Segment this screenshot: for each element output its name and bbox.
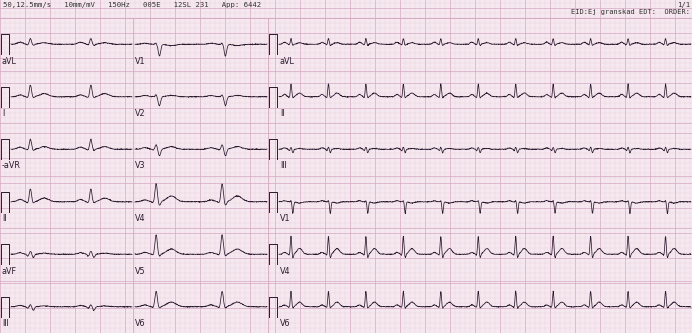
Text: II: II bbox=[280, 109, 284, 118]
Text: 1/1: 1/1 bbox=[677, 2, 690, 8]
Text: II: II bbox=[2, 214, 6, 223]
Text: V1: V1 bbox=[135, 57, 145, 66]
Text: -aVR: -aVR bbox=[2, 162, 21, 170]
Text: V6: V6 bbox=[280, 319, 291, 328]
Text: EID:Ej granskad EDT:  ORDER:: EID:Ej granskad EDT: ORDER: bbox=[571, 9, 690, 15]
Text: I: I bbox=[2, 109, 4, 118]
Text: V6: V6 bbox=[135, 319, 145, 328]
Text: aVF: aVF bbox=[2, 266, 17, 275]
Text: 50,12.5mm/s   10mm/mV   150Hz   005E   12SL 231   App: 6442: 50,12.5mm/s 10mm/mV 150Hz 005E 12SL 231 … bbox=[3, 2, 261, 8]
Text: aVL: aVL bbox=[280, 57, 295, 66]
Text: V2: V2 bbox=[135, 109, 145, 118]
Text: V1: V1 bbox=[280, 214, 291, 223]
Text: aVL: aVL bbox=[2, 57, 17, 66]
Text: V3: V3 bbox=[135, 162, 145, 170]
Text: V4: V4 bbox=[135, 214, 145, 223]
Text: V4: V4 bbox=[280, 266, 291, 275]
Text: III: III bbox=[280, 162, 286, 170]
Text: V5: V5 bbox=[135, 266, 145, 275]
Text: III: III bbox=[2, 319, 9, 328]
